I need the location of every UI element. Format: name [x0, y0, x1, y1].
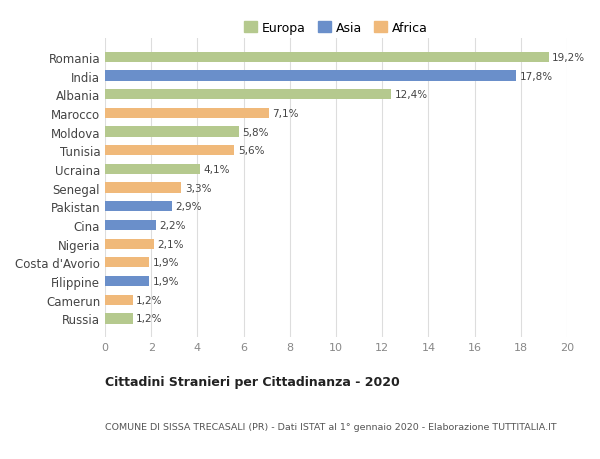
- Text: 2,1%: 2,1%: [157, 239, 184, 249]
- Bar: [105, 313, 133, 324]
- Bar: [105, 53, 548, 63]
- Text: 12,4%: 12,4%: [395, 90, 428, 100]
- Text: 1,9%: 1,9%: [152, 258, 179, 268]
- Legend: Europa, Asia, Africa: Europa, Asia, Africa: [239, 17, 433, 40]
- Text: 4,1%: 4,1%: [203, 165, 230, 174]
- Text: 3,3%: 3,3%: [185, 183, 211, 193]
- Bar: [105, 239, 154, 249]
- Text: 5,6%: 5,6%: [238, 146, 265, 156]
- Text: 1,2%: 1,2%: [136, 295, 163, 305]
- Text: 2,9%: 2,9%: [175, 202, 202, 212]
- Bar: [105, 257, 149, 268]
- Bar: [105, 276, 149, 286]
- Bar: [105, 71, 516, 81]
- Bar: [105, 164, 200, 175]
- Text: COMUNE DI SISSA TRECASALI (PR) - Dati ISTAT al 1° gennaio 2020 - Elaborazione TU: COMUNE DI SISSA TRECASALI (PR) - Dati IS…: [105, 422, 557, 431]
- Text: 19,2%: 19,2%: [552, 53, 585, 63]
- Text: 17,8%: 17,8%: [520, 71, 553, 81]
- Bar: [105, 183, 181, 193]
- Text: 1,9%: 1,9%: [152, 276, 179, 286]
- Bar: [105, 202, 172, 212]
- Text: 2,2%: 2,2%: [159, 220, 186, 230]
- Text: Cittadini Stranieri per Cittadinanza - 2020: Cittadini Stranieri per Cittadinanza - 2…: [105, 375, 400, 388]
- Text: 1,2%: 1,2%: [136, 313, 163, 324]
- Text: 7,1%: 7,1%: [272, 109, 299, 118]
- Bar: [105, 108, 269, 119]
- Bar: [105, 220, 156, 230]
- Text: 5,8%: 5,8%: [242, 127, 269, 137]
- Bar: [105, 90, 391, 100]
- Bar: [105, 127, 239, 137]
- Bar: [105, 295, 133, 305]
- Bar: [105, 146, 235, 156]
